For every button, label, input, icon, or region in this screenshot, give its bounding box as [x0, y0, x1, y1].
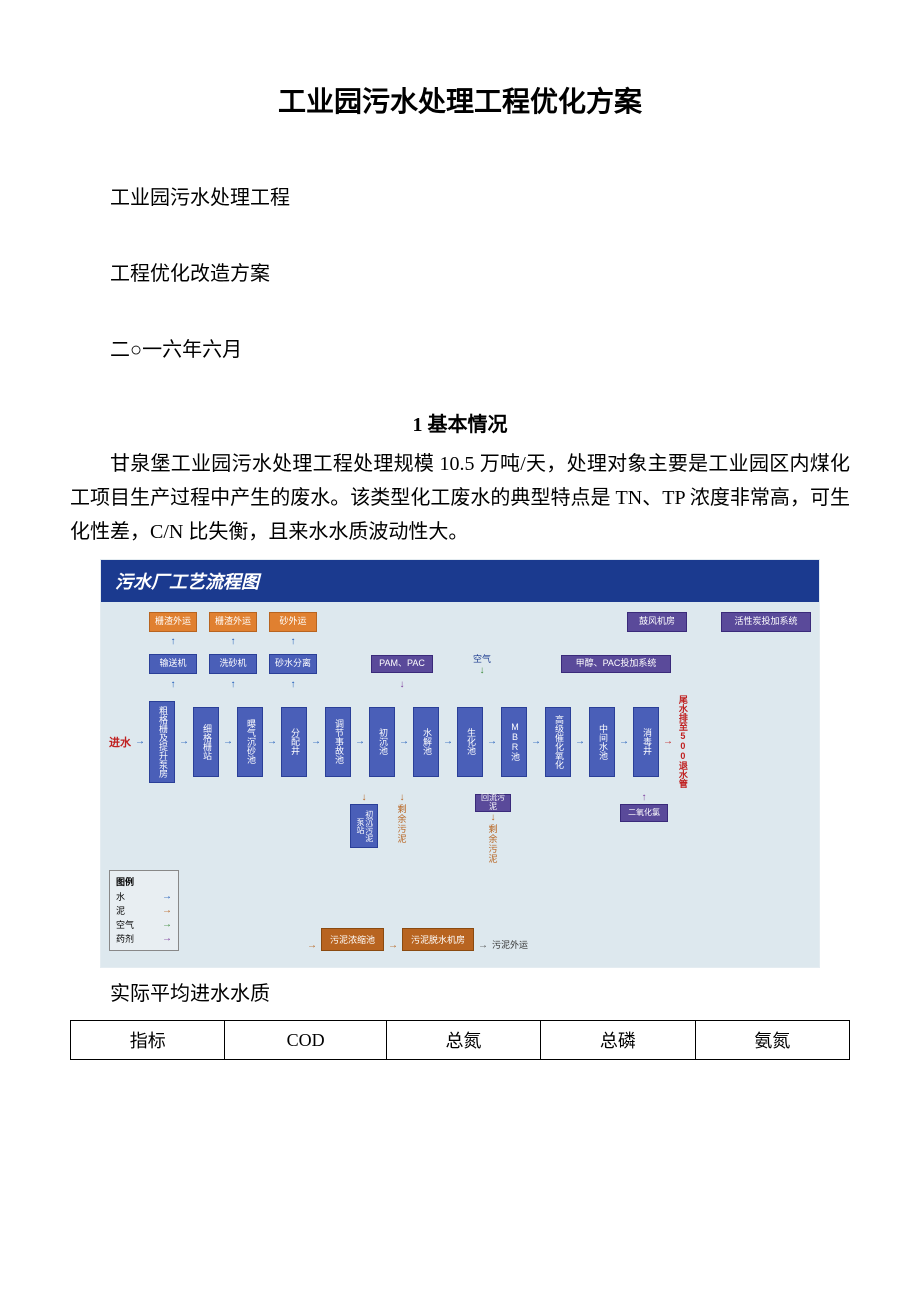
node-blower: 鼓风机房 [627, 612, 687, 632]
section-1-heading: 1 基本情况 [70, 408, 850, 437]
legend-item: 泥→ [116, 904, 172, 917]
node-dewater: 污泥脱水机房 [402, 928, 474, 951]
arrow-icon: → [619, 737, 629, 747]
node-coarse-screen: 粗格栅及提升泵房 [149, 701, 175, 783]
table-cell: 总氮 [386, 1021, 540, 1060]
node-fine-screen: 细格栅站 [193, 707, 219, 777]
arrow-icon: → [307, 941, 317, 951]
excess-sludge-label-1: 剩余污泥 [396, 804, 409, 844]
table-cell: 指标 [71, 1021, 225, 1060]
inlet-label: 进水 [109, 734, 131, 750]
arrow-icon: → [575, 737, 585, 747]
legend-item: 水→ [116, 890, 172, 903]
arrow-icon: → [135, 737, 145, 747]
node-biochem: 生化池 [457, 707, 483, 777]
table-caption: 实际平均进水水质 [70, 976, 850, 1012]
arrow-icon: ↑ [209, 681, 257, 689]
para-2: 工程优化改造方案 [70, 256, 850, 292]
node-mbr: MBR池 [501, 707, 527, 777]
para-1: 工业园污水处理工程 [70, 180, 850, 216]
node-carbon: 活性炭投加系统 [721, 612, 811, 632]
node-aop: 高级催化氧化 [545, 707, 571, 777]
node-sandwash: 洗砂机 [209, 654, 257, 674]
arrow-icon: → [179, 737, 189, 747]
node-sandsep: 砂水分离 [269, 654, 317, 674]
arrow-icon: → [162, 891, 172, 902]
arrow-icon: → [663, 737, 673, 747]
para-3: 二○一六年六月 [70, 332, 850, 368]
body-paragraph-1: 甘泉堡工业园污水处理工程处理规模 10.5 万吨/天，处理对象主要是工业园区内煤… [70, 447, 850, 549]
arrow-icon: → [388, 941, 398, 951]
node-thicken: 污泥浓缩池 [321, 928, 384, 951]
doc-title: 工业园污水处理工程优化方案 [70, 80, 850, 120]
arrow-icon: → [162, 919, 172, 930]
node-distribution: 分配井 [281, 707, 307, 777]
node-hydrolysis: 水解池 [413, 707, 439, 777]
arrow-icon: ↓ [480, 667, 485, 675]
arrow-icon: ↓ [371, 681, 433, 689]
arrow-icon: ↓ [491, 814, 496, 822]
arrow-icon: → [531, 737, 541, 747]
arrow-icon: ↑ [642, 794, 647, 802]
table-header-row: 指标 COD 总氮 总磷 氨氮 [71, 1021, 850, 1060]
arrow-icon: → [355, 737, 365, 747]
arrow-icon: ↓ [362, 794, 367, 802]
arrow-icon: ↓ [400, 794, 405, 802]
node-waste-3: 砂外运 [269, 612, 317, 632]
node-intermediate: 中间水池 [589, 707, 615, 777]
legend: 图例 水→ 泥→ 空气→ 药剂→ [109, 870, 179, 951]
arrow-icon: → [478, 941, 488, 951]
flow-title: 污水厂工艺流程图 [101, 560, 819, 602]
node-waste-2: 栅渣外运 [209, 612, 257, 632]
arrow-icon: → [162, 905, 172, 916]
node-aerated-grit: 曝气沉砂池 [237, 707, 263, 777]
arrow-icon: ↑ [269, 638, 317, 646]
air-label: 空气 [473, 652, 491, 665]
arrow-icon: ↑ [149, 681, 197, 689]
flow-body: 栅渣外运 栅渣外运 砂外运 鼓风机房 活性炭投加系统 ↑ ↑ ↑ 输送机 洗砂机… [101, 602, 819, 967]
node-disinfect: 消毒井 [633, 707, 659, 777]
arrow-icon: → [223, 737, 233, 747]
arrow-icon: ↑ [149, 638, 197, 646]
sludge-out-label: 污泥外运 [492, 938, 528, 951]
arrow-icon: ↑ [269, 681, 317, 689]
excess-sludge-label-2: 剩余污泥 [487, 824, 500, 864]
node-primary-sed: 初沉池 [369, 707, 395, 777]
node-waste-1: 栅渣外运 [149, 612, 197, 632]
arrow-icon: → [311, 737, 321, 747]
flow-diagram: 污水厂工艺流程图 栅渣外运 栅渣外运 砂外运 鼓风机房 活性炭投加系统 ↑ ↑ … [100, 559, 820, 968]
table-cell: COD [225, 1021, 386, 1060]
water-quality-table: 指标 COD 总氮 总磷 氨氮 [70, 1020, 850, 1060]
node-pam-pac: PAM、PAC [371, 655, 433, 673]
table-cell: 氨氮 [695, 1021, 849, 1060]
node-primary-pump: 初沉污泥泵站 [350, 804, 378, 848]
arrow-icon: → [399, 737, 409, 747]
node-equalization: 调节事故池 [325, 707, 351, 777]
arrow-icon: → [487, 737, 497, 747]
legend-title: 图例 [116, 875, 172, 888]
node-chem2: 甲醇、PAC投加系统 [561, 655, 671, 673]
arrow-icon: → [443, 737, 453, 747]
legend-item: 药剂→ [116, 932, 172, 945]
outlet-label: 尾水排至500退水管 [677, 695, 687, 788]
table-cell: 总磷 [541, 1021, 695, 1060]
legend-item: 空气→ [116, 918, 172, 931]
arrow-icon: → [267, 737, 277, 747]
arrow-icon: ↑ [209, 638, 257, 646]
node-clo2: 二氧化氯 [620, 804, 668, 822]
arrow-icon: → [162, 933, 172, 944]
node-return-sludge: 回流污泥 [475, 794, 511, 812]
node-conveyor: 输送机 [149, 654, 197, 674]
